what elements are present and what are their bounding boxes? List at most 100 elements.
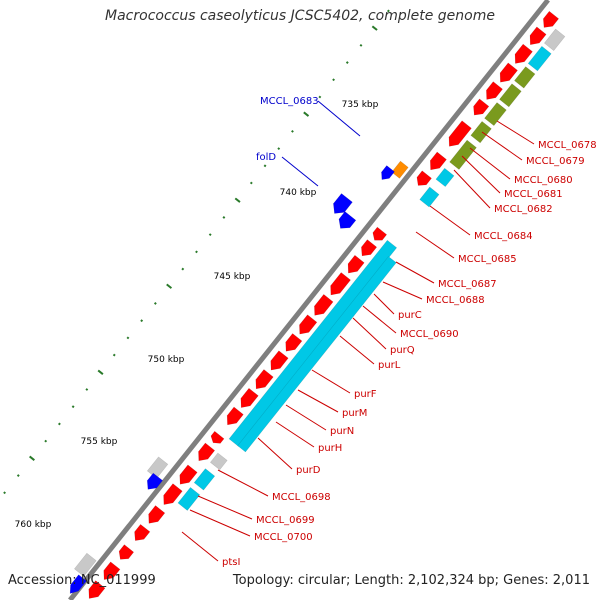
gene-label: MCCL_0688 [426,295,485,306]
scale-label: 740 kbp [280,188,317,198]
cds-forward [473,98,490,116]
cog-block [177,487,201,511]
leader-line [257,437,293,470]
leader-line [217,469,269,497]
accession-text: Accession: NC_011999 [8,573,156,588]
cds-reverse [146,472,163,490]
genome-backbone [68,0,550,600]
cds-forward [210,430,225,444]
minor-tick [112,353,116,357]
cog-block [514,66,536,89]
leader-line [189,509,251,537]
gene-features [69,10,566,599]
leader-line [197,495,253,520]
cds-forward [240,387,259,408]
minor-tick [208,233,212,237]
cog-block [237,256,397,453]
leader-line [453,169,491,209]
leader-line [496,120,535,145]
leader-line [311,369,351,394]
cds-forward [514,43,533,64]
cds-forward [529,26,547,46]
cog-block [449,139,477,170]
scale-label: 735 kbp [342,100,379,110]
cog-block [499,83,522,108]
gene-label: MCCL_0698 [272,492,331,503]
minor-tick [153,302,157,305]
cds-forward [285,333,303,352]
cog-block [484,102,507,127]
major-tick [234,197,241,203]
cds-forward [163,483,183,505]
cog-block [228,239,398,447]
cds-forward [134,523,151,541]
leader-line [469,147,511,180]
gene-label: MCCL_0700 [254,532,313,543]
leader-line [382,281,423,300]
leader-line [395,261,435,284]
cds-forward [372,226,388,241]
scale-labels: 735 kbp 740 kbp 745 kbp 750 kbp 755 kbp 760 k… [15,100,379,530]
gene-label: purC [398,310,422,321]
scale-label: 745 kbp [214,272,251,282]
cds-forward [198,442,216,462]
cds-forward [226,406,244,426]
gene-label: MCCL_0687 [438,279,497,290]
minor-tick [332,78,335,82]
cog-block [435,167,455,188]
gene-label: MCCL_0685 [458,254,517,265]
topology-text: Topology: circular; Length: 2,102,324 bp… [232,573,590,588]
cds-forward [118,544,135,560]
minor-tick [181,267,185,271]
cog-block [470,120,492,144]
gene-label: MCCL_0682 [494,204,553,215]
gene-label: MCCL_0690 [400,329,459,340]
leader-line [352,317,387,350]
cog-block [146,456,169,479]
major-tick [303,111,310,117]
cds-forward [430,151,447,171]
gene-label: MCCL_0679 [526,156,585,167]
minor-tick [222,216,226,219]
gene-label: purQ [390,345,415,356]
cds-forward [103,561,121,580]
leader-line [317,100,361,137]
cds-forward [314,294,334,316]
gene-label: MCCL_0699 [256,515,315,526]
minor-tick [44,439,48,443]
cog-block [543,28,566,51]
gene-labels: MCCL_0678 MCCL_0679 MCCL_0680 MCCL_0681 MCCL… [222,96,597,568]
scale-label: 755 kbp [81,437,118,447]
cds-forward [499,62,518,83]
cds-reverse [381,165,395,180]
leader-line [275,421,315,448]
cds-forward [361,239,378,257]
minor-tick [126,336,130,340]
leader-line [339,335,375,365]
cog-block [527,45,552,72]
cds-forward [88,580,106,599]
leader-line [481,131,523,161]
major-tick [97,369,104,375]
scale-label: 750 kbp [148,355,185,365]
minor-tick [263,164,267,168]
gene-label: purL [378,360,401,371]
leader-line [373,293,395,315]
scale-label: 760 kbp [15,520,52,530]
cds-forward [255,369,274,390]
cds-reverse [338,211,357,229]
cds-forward [347,254,365,274]
cds-forward [448,120,472,147]
minor-tick [291,129,294,133]
cog-block [193,468,216,491]
minor-tick [345,61,349,64]
scale-track [3,9,390,495]
cog-block [419,186,440,208]
leader-line [285,404,327,431]
leader-line [281,156,319,187]
cds-forward [543,10,560,28]
cds-forward [148,505,166,524]
gene-label: purM [342,408,367,419]
minor-tick [387,9,390,13]
cds-forward [486,81,503,100]
